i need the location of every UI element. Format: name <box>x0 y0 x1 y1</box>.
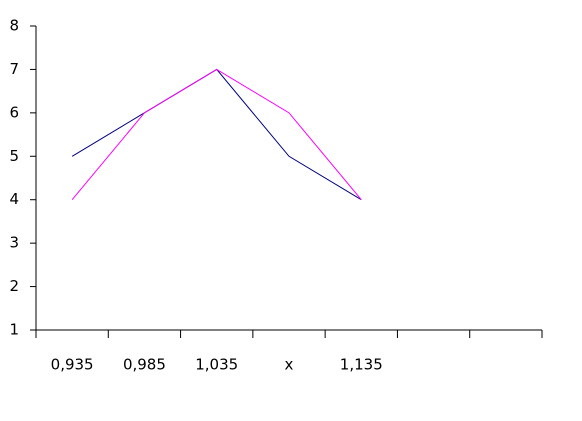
y-tick-label: 2 <box>9 277 19 295</box>
y-tick-label: 4 <box>9 190 19 208</box>
y-tick-label: 7 <box>9 60 19 78</box>
y-tick-label: 5 <box>9 147 19 165</box>
x-tick-label: 0,935 <box>51 356 94 374</box>
y-tick-label: 1 <box>9 321 19 339</box>
y-tick-label: 3 <box>9 234 19 252</box>
x-tick-label: 0,985 <box>123 356 166 374</box>
x-tick-label: 1,035 <box>195 356 238 374</box>
line-series <box>71 68 362 201</box>
x-tick-label: 1,135 <box>340 356 383 374</box>
y-tick-label: 6 <box>9 103 19 121</box>
x-tick-label: x <box>285 356 294 374</box>
line-series <box>71 68 362 201</box>
y-tick-label: 8 <box>9 17 19 35</box>
